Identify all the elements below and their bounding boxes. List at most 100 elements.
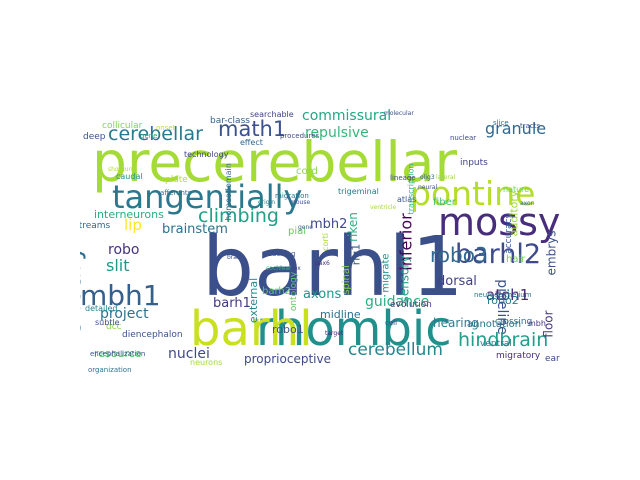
cloud-word: gene (140, 132, 158, 140)
cloud-word: detailed (85, 304, 118, 313)
cloud-word: axon (520, 200, 535, 207)
cloud-word: cord (296, 166, 318, 177)
cloud-word: external (247, 277, 261, 324)
cloud-word: climbing (198, 205, 279, 227)
cloud-word: nuclear (450, 134, 477, 142)
cloud-word: olig3 (420, 174, 435, 181)
cloud-word: atoh1 (486, 286, 530, 304)
cloud-word: streams (80, 221, 111, 231)
cloud-word: dorsal (437, 274, 477, 289)
cloud-word: ear (545, 354, 560, 364)
cloud-word: cell (385, 319, 398, 327)
cloud-word: barhl2 (455, 239, 542, 270)
cloud-word: neuroepithelium (474, 291, 532, 299)
cloud-word: proprioceptive (244, 352, 331, 366)
cloud-word: robo (108, 242, 140, 258)
cloud-word: effect (240, 138, 263, 147)
cloud-word: commissural (302, 108, 392, 124)
cloud-word: hearing (433, 316, 479, 330)
cloud-word: riken (345, 212, 360, 242)
cloud-word: afferents (160, 189, 192, 197)
cloud-word: cerebellum (348, 340, 443, 360)
cloud-word: bar-class (210, 116, 250, 126)
cloud-word: deep (83, 132, 106, 142)
cloud-word: spinal (340, 265, 352, 295)
cloud-word: cerebellar (108, 123, 203, 145)
cloud-word: migration (275, 192, 309, 200)
cloud-word: gene (298, 224, 313, 231)
cloud-word: hox (290, 265, 301, 272)
cloud-word: organization (88, 366, 132, 374)
cloud-word: caudal (116, 172, 143, 181)
cloud-word: robo3 (430, 243, 488, 267)
cloud-word: reaching (265, 250, 296, 258)
cloud-word: technology (184, 150, 229, 159)
cloud-word: midline (320, 308, 361, 321)
cloud-word: pontine (410, 174, 536, 213)
cloud-word: onset (156, 124, 176, 132)
cloud-word: tangentially (112, 178, 303, 216)
cloud-word: fiber (433, 197, 456, 208)
cloud-word: embrys (543, 230, 558, 275)
cloud-word: ventricle (370, 204, 397, 211)
cloud-word: ontology (289, 271, 300, 312)
cloud-word: crossing (495, 317, 533, 327)
cloud-word: pial (288, 226, 307, 237)
cloud-word: tracts (520, 122, 541, 130)
cloud-word: nature (503, 185, 530, 194)
cloud-word: mbh (528, 319, 546, 328)
cloud-word: lateral (436, 174, 456, 181)
cloud-word: resource (94, 347, 142, 360)
cloud-word: origin (258, 199, 276, 206)
cloud-word: hindbrain (458, 329, 549, 351)
cloud-word: brain (227, 254, 243, 261)
cloud-word: plate (165, 175, 188, 185)
cloud-word: mbh1 (80, 279, 161, 312)
cloud-word: encephalization (90, 350, 146, 358)
cloud-word: subtle (95, 318, 120, 327)
cloud-word: barh1 (213, 296, 251, 311)
cloud-word: barhl1 (202, 220, 464, 315)
cloud-word: precerebellar (92, 130, 458, 194)
cloud-word: project (100, 306, 149, 322)
cloud-word: homeodomain (223, 163, 233, 221)
cloud-word: pax6 (315, 260, 330, 267)
cloud-word: trigeminal (338, 187, 379, 196)
cloud-word: brainstem (162, 222, 228, 237)
cloud-word: neurons (190, 358, 223, 367)
cloud-word: corti (320, 233, 330, 251)
cloud-word: mossy (438, 200, 560, 244)
cloud-word: accuracy (503, 213, 514, 254)
cloud-word: mbh2 (310, 217, 348, 232)
cloud-word: dcc (106, 322, 122, 332)
cloud-word: searchable (250, 110, 294, 119)
cloud-word: transcription (405, 163, 415, 214)
cloud-word: nuclei (168, 346, 210, 362)
cloud-word: target (325, 330, 344, 337)
cloud-word: rig1 (348, 243, 362, 265)
cloud-word: neural (418, 184, 438, 191)
word-cloud: barhl1 precerebellar rhombic barhl mossy tang… (80, 95, 560, 380)
cloud-word: rhombic (256, 301, 452, 357)
cloud-word: migratory (496, 351, 541, 361)
cloud-word: lip (124, 216, 142, 234)
cloud-word: barhl (190, 301, 313, 357)
cloud-word: atlas (397, 195, 417, 204)
cloud-word: mouse (290, 199, 311, 206)
cloud-word: axons (303, 287, 342, 302)
cloud-word: shotgun (108, 166, 133, 173)
cloud-word: robo1 (272, 323, 304, 336)
cloud-word: granule (485, 119, 547, 138)
cloud-word: cochlear (266, 265, 292, 272)
cloud-word: collicular (102, 121, 143, 131)
cloud-word: diencephalon (122, 330, 183, 340)
cloud-word: lineage (390, 174, 416, 182)
cloud-word: molecular (384, 110, 414, 117)
cloud-word: interneurons (94, 208, 164, 221)
cloud-word: inputs (460, 158, 488, 168)
cloud-word: ventral (480, 339, 512, 349)
cloud-word: robo2 (487, 294, 519, 307)
cloud-word: sensory (396, 255, 411, 302)
cloud-word: barh2 (262, 286, 292, 297)
cloud-word: migrate (380, 252, 392, 293)
